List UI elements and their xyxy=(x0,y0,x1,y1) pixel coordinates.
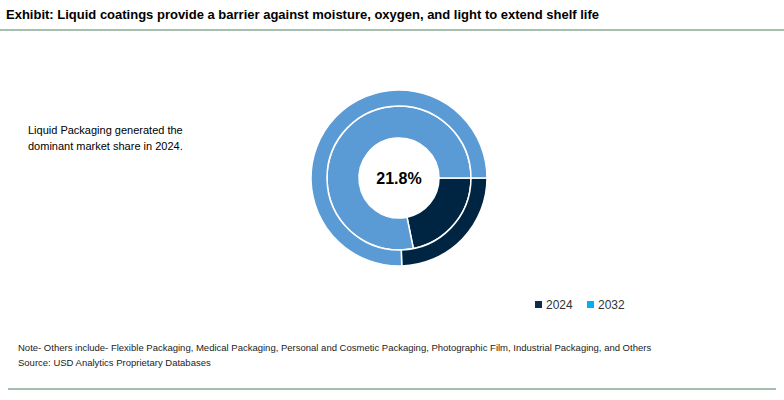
donut xyxy=(311,90,487,266)
footer-rule xyxy=(8,389,776,390)
legend-swatch xyxy=(535,301,542,308)
title-rule xyxy=(0,30,784,31)
background xyxy=(0,0,784,400)
chart: Exhibit: Liquid coatings provide a barri… xyxy=(0,0,784,400)
title: Exhibit: Liquid coatings provide a barri… xyxy=(6,7,599,22)
donut-slice xyxy=(311,90,487,266)
legend-label: 2032 xyxy=(598,298,625,312)
data-label: 21.8% xyxy=(376,170,421,187)
donut-slice xyxy=(401,178,487,266)
source: Source: USD Analytics Proprietary Databa… xyxy=(18,357,211,368)
legend-label: 2024 xyxy=(546,298,573,312)
annotation: dominant market share in 2024. xyxy=(28,140,183,152)
note: Note- Others include- Flexible Packaging… xyxy=(18,342,651,353)
annotation: Liquid Packaging generated the xyxy=(28,124,183,136)
legend-swatch xyxy=(587,301,594,308)
